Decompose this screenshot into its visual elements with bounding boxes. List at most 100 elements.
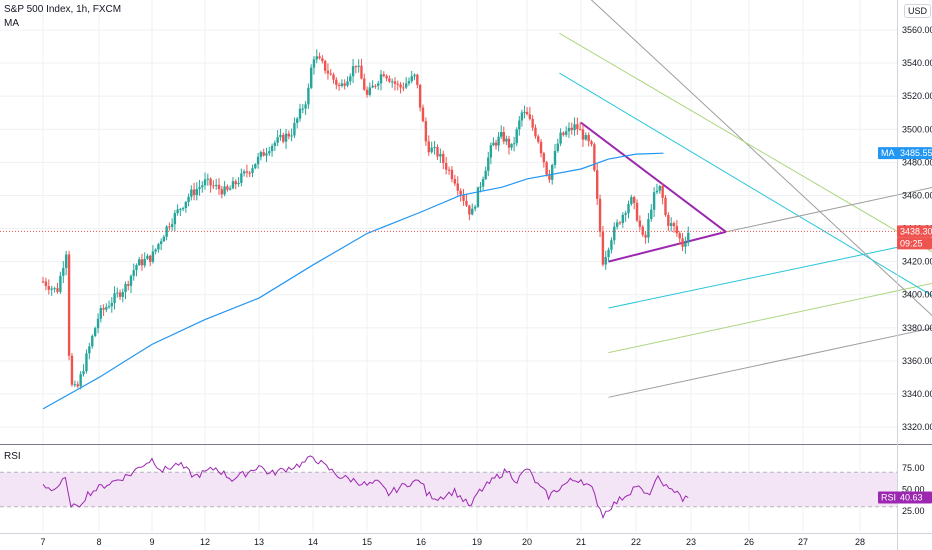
candle-body: [187, 196, 190, 202]
price-tick-label: 3340.00: [902, 389, 932, 399]
time-tick-label: 16: [416, 537, 426, 547]
last-price-tag-text: 3438.30: [900, 226, 932, 236]
candle-body: [515, 129, 518, 144]
candle: [456, 176, 459, 196]
candle: [596, 164, 599, 206]
triangle-upper-line: [580, 121, 727, 233]
candle: [321, 55, 324, 64]
time-tick-label: 22: [631, 537, 641, 547]
candle: [198, 179, 201, 196]
candle: [337, 82, 341, 91]
candle: [598, 194, 602, 238]
candle: [607, 247, 610, 262]
candle-body: [418, 84, 422, 108]
candle: [270, 143, 274, 157]
candle: [537, 134, 540, 144]
candle: [151, 245, 155, 264]
candle: [556, 138, 559, 153]
candle-body: [567, 127, 571, 132]
candle-body: [231, 181, 235, 189]
candle-body: [610, 240, 613, 250]
candle-body: [151, 251, 155, 262]
candle: [287, 130, 291, 140]
candle-body: [390, 81, 394, 83]
candle: [82, 364, 85, 377]
currency-button[interactable]: USD: [904, 4, 932, 18]
candle: [672, 221, 676, 233]
candle: [121, 288, 124, 303]
candle: [279, 128, 282, 141]
triangle-lower-line: [608, 230, 727, 263]
candle: [539, 139, 543, 158]
candle: [462, 188, 465, 206]
last-price-tag-bg: [897, 225, 932, 238]
candle-body: [664, 197, 667, 215]
candle: [624, 210, 627, 222]
candle-body: [655, 190, 659, 193]
rsi-name-tag-bg: [878, 491, 898, 504]
candle: [187, 193, 190, 207]
candle-body: [192, 189, 196, 196]
candle: [681, 232, 684, 252]
time-tick-label: 19: [472, 537, 482, 547]
candle-body: [315, 56, 318, 60]
candle: [127, 280, 130, 291]
drawing-layer[interactable]: [559, 0, 932, 398]
candle-body: [206, 178, 210, 180]
candle: [56, 282, 59, 294]
candle: [627, 200, 630, 219]
candle: [548, 169, 551, 183]
candle-body: [593, 144, 596, 171]
candle-body: [287, 133, 291, 137]
chart-title[interactable]: S&P 500 Index, 1h, FXCM: [4, 4, 122, 15]
candle: [296, 116, 299, 129]
candle-body: [647, 219, 650, 238]
candle: [159, 238, 163, 251]
candle-body: [79, 374, 82, 387]
candle-body: [184, 201, 188, 209]
candle: [105, 303, 108, 313]
candle: [497, 132, 500, 152]
candle-body: [254, 164, 257, 169]
candle-body: [337, 84, 341, 87]
candle: [146, 253, 149, 260]
candle: [79, 371, 82, 390]
rsi-tick-label: 75.00: [902, 463, 925, 473]
candle: [632, 195, 636, 210]
price-tick-label: 3480.00: [902, 157, 932, 167]
candle: [214, 178, 218, 190]
candle-body: [41, 281, 45, 283]
candle: [374, 84, 377, 89]
candle-body: [129, 275, 133, 286]
rsi-legend[interactable]: RSI: [4, 451, 21, 462]
candle: [638, 215, 642, 231]
ma-legend[interactable]: MA: [4, 18, 19, 29]
candle: [273, 140, 277, 151]
candle: [102, 304, 105, 316]
candle-body: [450, 169, 454, 180]
candle: [650, 204, 653, 222]
time-tick-label: 7: [40, 537, 45, 547]
candle-body: [630, 197, 633, 205]
candle-body: [56, 288, 59, 292]
candle-body: [304, 104, 307, 109]
candle: [332, 72, 335, 84]
candle-body: [209, 178, 212, 186]
candle: [630, 194, 633, 206]
candle: [567, 122, 571, 138]
candle-body: [140, 259, 144, 266]
candle: [502, 126, 505, 145]
candle-body: [124, 284, 127, 293]
candle: [687, 226, 690, 247]
candle: [148, 254, 152, 267]
candle-body: [212, 185, 215, 187]
candle: [601, 226, 605, 267]
candle: [388, 75, 391, 84]
candle: [479, 181, 482, 193]
candle: [354, 65, 358, 74]
candle: [282, 132, 285, 144]
candle: [360, 58, 363, 80]
candle: [593, 142, 596, 172]
